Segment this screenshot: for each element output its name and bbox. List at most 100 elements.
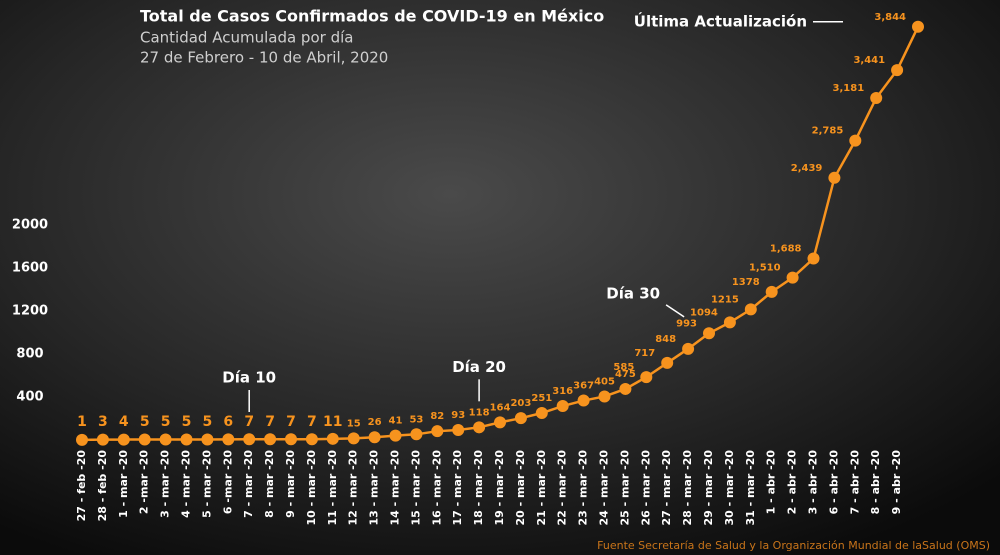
data-label: 585 — [613, 362, 634, 373]
y-tick-label: 2000 — [12, 218, 48, 233]
data-label: 405 — [594, 376, 615, 387]
data-label: 1 — [77, 414, 87, 430]
annotation: Día 10 — [222, 369, 276, 387]
data-label: 6 — [223, 414, 233, 430]
x-tick-label: 28 - feb -20 — [96, 450, 109, 522]
data-point — [201, 433, 214, 446]
x-tick-label: 4 - mar -20 — [180, 450, 193, 518]
data-label: 3 — [98, 414, 108, 430]
data-label: 316 — [552, 386, 573, 397]
x-tick-label: 2 -mar -20 — [138, 450, 151, 514]
data-point — [117, 433, 130, 446]
x-tick-label: 11 - mar -20 — [326, 450, 339, 526]
data-point — [556, 400, 569, 413]
y-tick-label: 400 — [16, 390, 43, 405]
data-point — [243, 433, 256, 446]
data-label: 41 — [389, 416, 403, 427]
data-point — [96, 433, 109, 446]
data-point — [264, 433, 277, 446]
y-tick-label: 1600 — [12, 261, 48, 276]
data-label: 993 — [676, 318, 697, 329]
data-point — [891, 64, 904, 77]
data-label: 1,510 — [749, 263, 781, 274]
x-tick-label: 10 - mar -20 — [305, 450, 318, 526]
data-label: 5 — [203, 414, 213, 430]
data-point — [703, 327, 715, 340]
chart-subtitle: 27 de Febrero - 10 de Abril, 2020 — [140, 49, 388, 67]
data-label: 26 — [368, 417, 382, 428]
chart-subtitle: Cantidad Acumulada por día — [140, 29, 353, 47]
annotation: Día 20 — [452, 358, 506, 376]
x-tick-label: 3 - abr -20 — [807, 450, 820, 515]
data-point — [849, 134, 862, 147]
x-tick-label: 5 - mar -20 — [200, 450, 213, 518]
data-label: 82 — [430, 411, 444, 422]
data-point — [828, 171, 841, 184]
x-tick-label: 24 - mar -20 — [598, 450, 611, 526]
data-point — [410, 428, 423, 441]
data-label: 2,439 — [791, 163, 823, 174]
data-label: 848 — [655, 334, 676, 345]
data-label: 53 — [409, 414, 423, 425]
data-label: 7 — [286, 414, 296, 430]
x-tick-label: 12 - mar -20 — [347, 450, 360, 526]
data-label: 7 — [307, 414, 317, 430]
x-tick-label: 13 - mar -20 — [368, 450, 381, 526]
data-label: 118 — [469, 407, 490, 418]
data-label: 203 — [510, 398, 531, 409]
data-label: 5 — [182, 414, 192, 430]
data-point — [180, 433, 193, 446]
data-point — [807, 252, 820, 265]
x-tick-label: 28 - mar -20 — [681, 450, 694, 526]
x-tick-label: 25 - mar -20 — [618, 450, 631, 526]
data-label: 5 — [140, 414, 150, 430]
data-label: 164 — [490, 402, 511, 413]
data-point — [305, 433, 318, 446]
data-point — [786, 271, 799, 284]
x-tick-label: 22 - mar -20 — [556, 450, 569, 526]
chart-title: Total de Casos Confirmados de COVID-19 e… — [140, 7, 604, 26]
x-tick-label: 14 - mar -20 — [389, 450, 402, 526]
x-tick-label: 18 - mar -20 — [472, 450, 485, 526]
x-tick-label: 7 - abr -20 — [848, 450, 861, 515]
x-tick-label: 6 - abr -20 — [827, 450, 840, 515]
data-label: 15 — [347, 418, 361, 429]
x-tick-label: 27 - feb -20 — [75, 450, 88, 522]
data-point — [744, 303, 757, 316]
data-label: 2,785 — [812, 126, 844, 137]
data-point — [494, 416, 506, 429]
data-point — [870, 92, 883, 105]
data-point — [765, 285, 778, 298]
data-label: 1094 — [690, 307, 718, 318]
data-point — [222, 433, 235, 446]
data-label: 5 — [161, 414, 171, 430]
x-tick-label: 16 - mar -20 — [430, 450, 443, 526]
x-tick-label: 8 - abr -20 — [869, 450, 882, 515]
data-point — [347, 432, 360, 445]
data-label: 11 — [323, 414, 342, 430]
x-tick-label: 29 - mar -20 — [702, 450, 715, 526]
data-point — [598, 390, 611, 403]
x-tick-label: 30 - mar -20 — [723, 450, 736, 526]
data-point — [159, 433, 172, 446]
data-label: 1,688 — [770, 244, 802, 255]
x-tick-label: 8 - mar -20 — [263, 450, 276, 518]
x-tick-label: 19 - mar -20 — [493, 450, 506, 526]
annotation: Día 30 — [606, 284, 660, 302]
data-label: 3,844 — [874, 12, 906, 23]
x-tick-label: 1 - mar -20 — [117, 450, 130, 518]
x-tick-label: 2 - abr -20 — [786, 450, 799, 515]
x-tick-label: 23 - mar -20 — [577, 450, 590, 526]
x-tick-label: 31 - mar -20 — [744, 450, 757, 526]
data-point — [682, 342, 695, 355]
data-point — [431, 425, 444, 438]
data-point — [326, 432, 339, 445]
x-tick-label: 9 - abr -20 — [890, 450, 903, 515]
data-point — [661, 356, 674, 369]
annotation-line — [665, 304, 685, 318]
y-tick-label: 800 — [16, 347, 43, 362]
x-tick-label: 9 - mar -20 — [284, 450, 297, 518]
x-tick-label: 15 - mar -20 — [409, 450, 422, 526]
